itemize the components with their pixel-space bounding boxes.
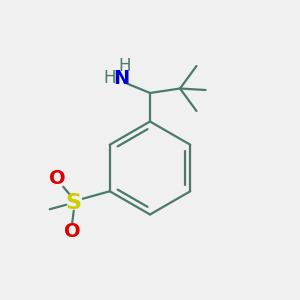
Text: O: O [64, 222, 80, 241]
Text: O: O [49, 169, 65, 188]
Text: S: S [66, 193, 82, 213]
Text: H: H [103, 69, 116, 87]
Text: H: H [118, 57, 131, 75]
Text: N: N [113, 68, 130, 88]
